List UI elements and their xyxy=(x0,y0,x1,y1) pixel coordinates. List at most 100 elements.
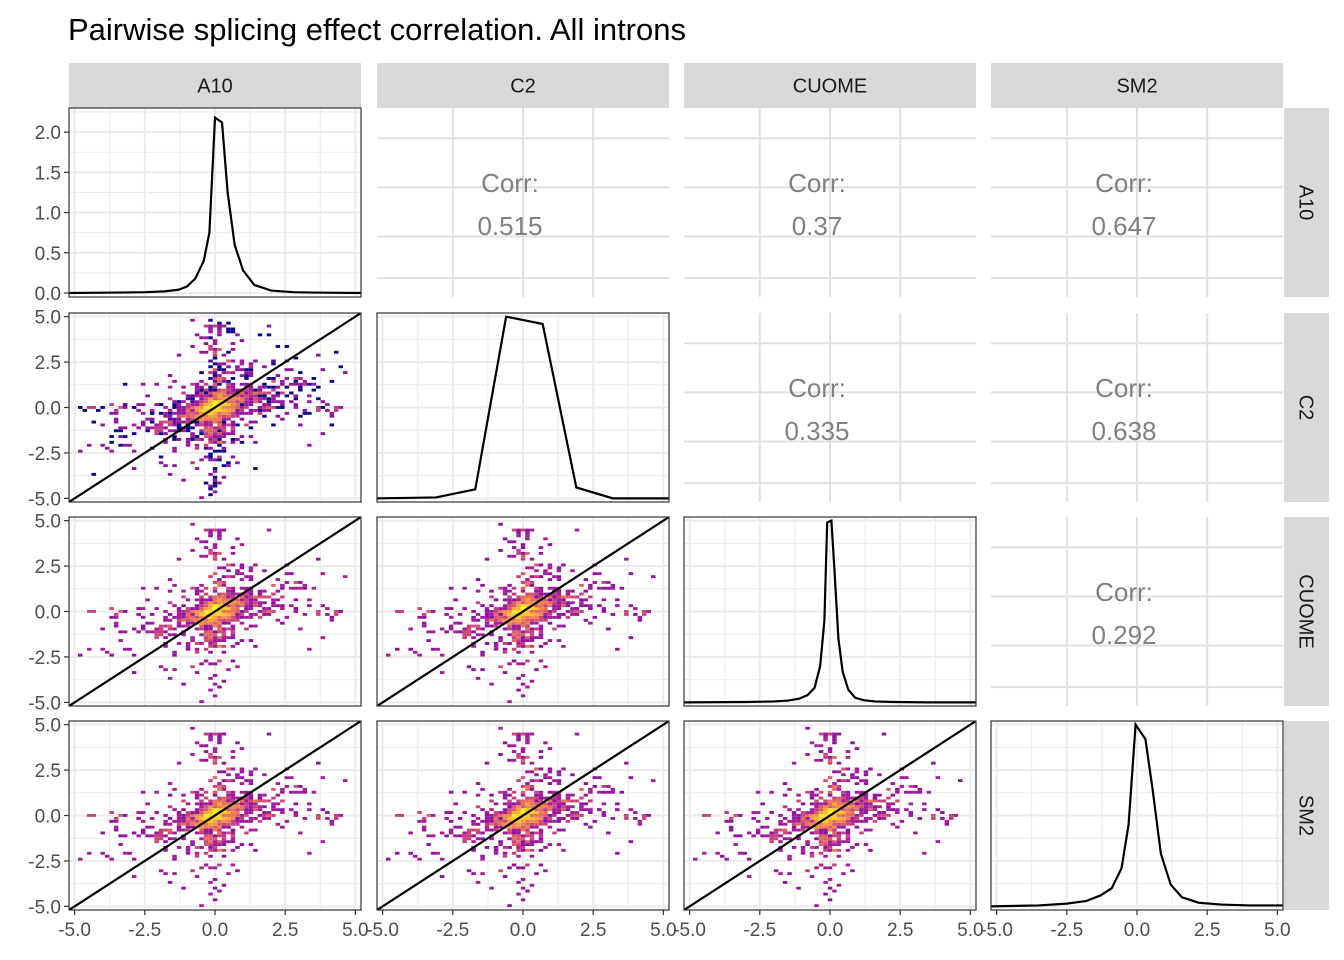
hexbin-cell xyxy=(226,825,231,829)
hexbin-cell xyxy=(163,440,168,444)
hexbin-cell xyxy=(498,822,503,826)
hexbin-cell xyxy=(248,575,254,579)
hexbin-cell xyxy=(208,420,213,424)
hexbin-cell xyxy=(538,834,544,838)
hexbin-cell xyxy=(489,604,494,608)
hexbin-cell xyxy=(502,615,508,619)
hexbin-cell xyxy=(421,615,427,619)
hexbin-cell xyxy=(203,630,209,634)
hexbin-cell xyxy=(529,770,535,774)
hexbin-cell xyxy=(230,819,236,823)
hexbin-cell xyxy=(484,761,490,765)
hexbin-cell xyxy=(552,595,557,599)
hexbin-cell xyxy=(448,819,454,823)
hexbin-cell xyxy=(235,615,240,619)
hexbin-cell xyxy=(525,644,530,648)
hexbin-cell xyxy=(475,805,481,809)
hexbin-cell xyxy=(511,805,517,809)
hexbin-cell xyxy=(266,732,272,736)
hexbin-cell xyxy=(525,639,530,642)
hexbin-cell xyxy=(823,811,828,814)
hexbin-cell xyxy=(338,610,343,613)
hexbin-cell xyxy=(221,805,227,809)
hexbin-cell xyxy=(226,569,231,573)
hexbin-cell xyxy=(507,615,512,619)
hexbin-cell xyxy=(158,831,164,835)
hexbin-cell xyxy=(462,636,467,640)
hexbin-cell xyxy=(217,639,222,642)
hexbin-cell xyxy=(253,767,258,771)
hexbin-cell xyxy=(895,787,900,791)
x-tick-label: -5.0 xyxy=(366,920,399,941)
hexbin-cell xyxy=(462,607,467,610)
hexbin-cell xyxy=(239,543,245,547)
hexbin-cell xyxy=(275,618,281,622)
hexbin-cell xyxy=(212,750,218,753)
hexbin-cell xyxy=(275,385,281,389)
hexbin-cell xyxy=(212,848,218,852)
hexbin-cell xyxy=(448,828,454,832)
hexbin-cell xyxy=(444,613,449,616)
hexbin-cell xyxy=(221,581,227,584)
hexbin-cell xyxy=(199,409,204,412)
hexbin-cell xyxy=(827,822,833,826)
hexbin-cell xyxy=(845,779,851,783)
hexbin-cell xyxy=(248,411,254,415)
hexbin-cell xyxy=(601,814,607,817)
hexbin-cell xyxy=(262,817,267,820)
hexbin-cell xyxy=(489,828,494,832)
hexbin-cell xyxy=(507,624,512,628)
hexbin-cell xyxy=(239,406,245,409)
hexbin-cell xyxy=(507,700,512,704)
hexbin-cell xyxy=(239,817,245,820)
hexbin-cell xyxy=(253,467,258,470)
hexbin-cell xyxy=(778,814,783,817)
hexbin-cell xyxy=(212,391,218,395)
hexbin-cell xyxy=(316,613,321,616)
hexbin-cell xyxy=(480,633,485,637)
hexbin-cell xyxy=(444,630,449,634)
hexbin-cell xyxy=(457,630,463,634)
hexbin-cell xyxy=(244,819,249,823)
hexbin-cell xyxy=(266,799,272,803)
hexbin-cell xyxy=(854,770,860,774)
hexbin-cell xyxy=(444,817,449,820)
hexbin-cell xyxy=(235,409,240,412)
hexbin-cell xyxy=(525,828,530,832)
hexbin-cell xyxy=(140,420,146,424)
hexbin-cell xyxy=(610,787,616,791)
hexbin-cell xyxy=(154,429,159,433)
hexbin-cell xyxy=(787,857,792,861)
hexbin-cell xyxy=(181,682,186,686)
hexbin-cell xyxy=(217,831,222,835)
hexbin-cell xyxy=(430,834,436,838)
hexbin-cell xyxy=(872,805,878,809)
hexbin-cell xyxy=(516,598,521,602)
hexbin-cell xyxy=(570,811,575,814)
hexbin-cell xyxy=(203,822,209,826)
hexbin-cell xyxy=(221,607,227,610)
hexbin-cell xyxy=(172,615,177,619)
hexbin-cell xyxy=(529,854,535,858)
hexbin-cell xyxy=(818,828,824,832)
panel-a10-sm2: Corr:0.647 xyxy=(991,108,1283,297)
hexbin-cell xyxy=(854,808,860,812)
hexbin-cell xyxy=(154,633,159,637)
hexbin-cell xyxy=(212,886,218,890)
hexbin-cell xyxy=(185,409,191,412)
hexbin-cell xyxy=(230,796,236,800)
hexbin-cell xyxy=(230,831,236,835)
hexbin-cell xyxy=(217,595,222,599)
hexbin-cell xyxy=(841,793,846,797)
hexbin-cell xyxy=(646,814,651,817)
hexbin-cell xyxy=(755,790,761,794)
hexbin-cell xyxy=(176,403,182,406)
hexbin-cell xyxy=(507,802,512,806)
hexbin-cell xyxy=(520,557,526,561)
hexbin-cell xyxy=(863,782,869,785)
hexbin-cell xyxy=(520,805,526,809)
hexbin-cell xyxy=(131,875,137,878)
hexbin-cell xyxy=(588,787,593,791)
hexbin-cell xyxy=(199,438,204,441)
hexbin-cell xyxy=(751,811,756,814)
